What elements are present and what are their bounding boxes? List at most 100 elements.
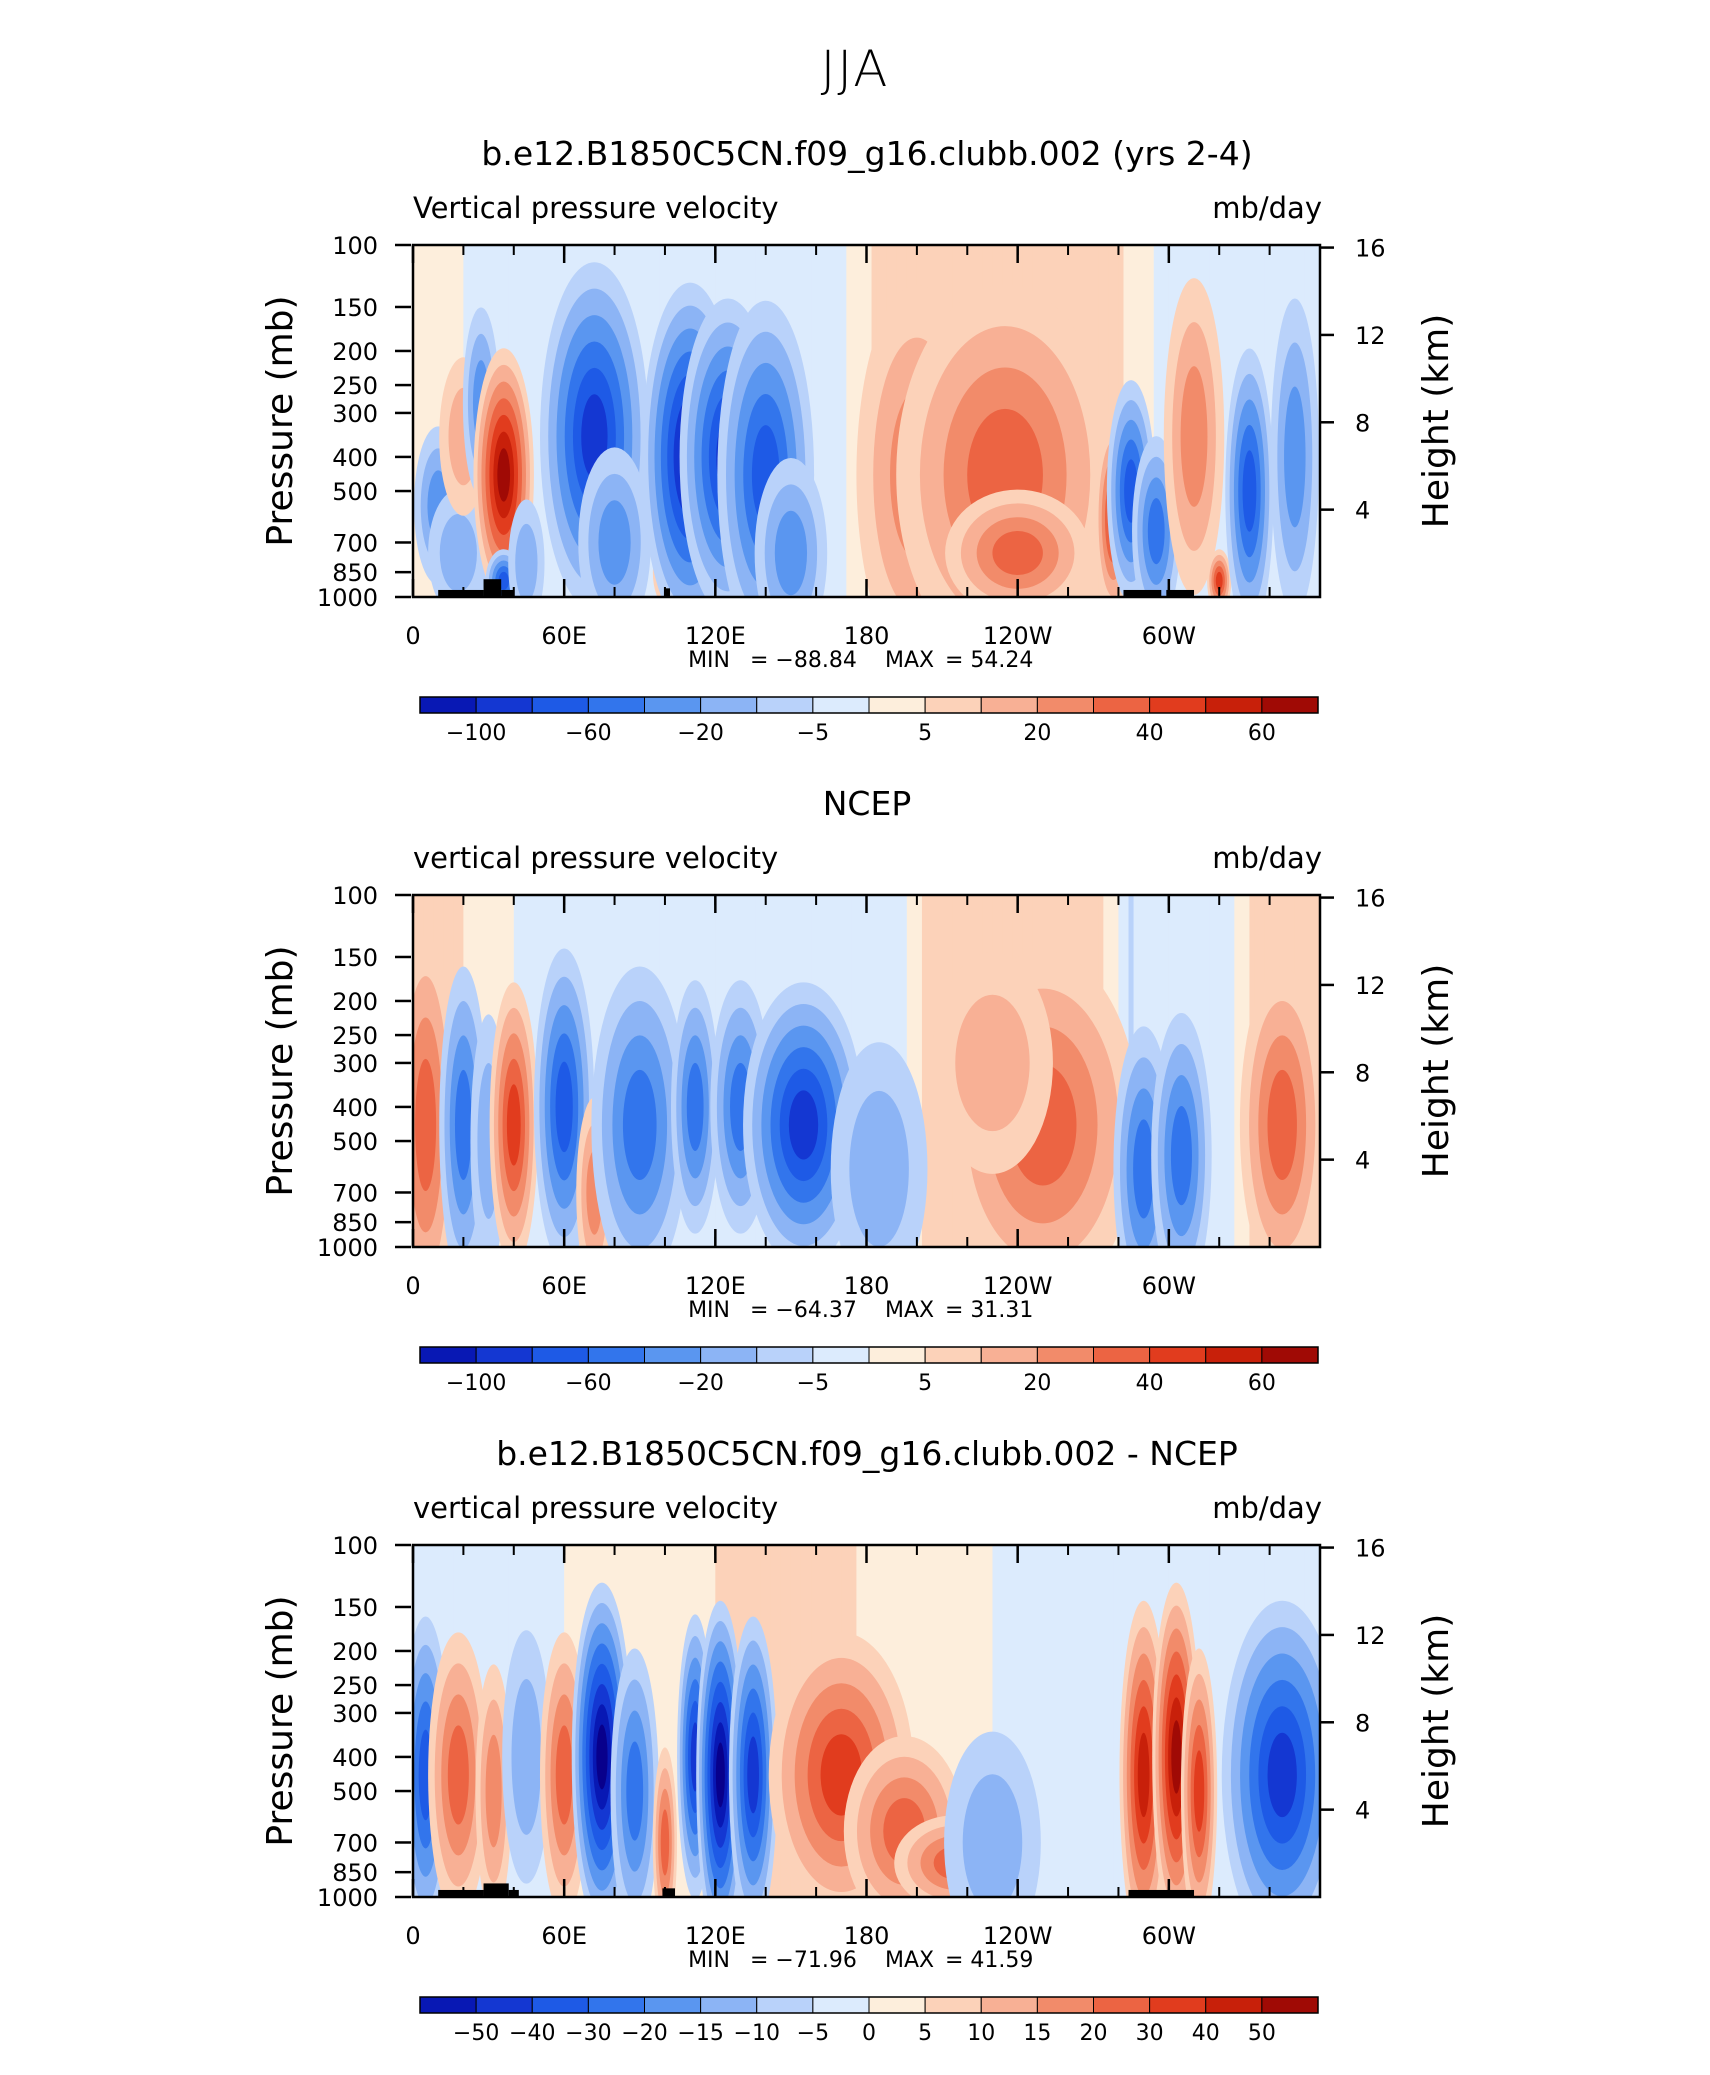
topography <box>483 579 502 597</box>
x-tick-label: 120W <box>983 1922 1053 1950</box>
colorbar-box <box>531 1996 589 2014</box>
field-column <box>1007 1545 1014 1897</box>
colorbar-box <box>812 1996 870 2014</box>
panel-title: b.e12.B1850C5CN.f09_g16.clubb.002 (yrs 2… <box>481 134 1252 173</box>
min-label: MIN <box>688 1298 730 1323</box>
topography <box>501 589 514 597</box>
y-tick-label: 300 <box>332 1700 378 1728</box>
contour-blob <box>747 1736 759 1814</box>
page-title: JJA <box>820 40 890 98</box>
colorbar-tick-label: 50 <box>1248 2021 1276 2046</box>
colorbar-tick-label: 40 <box>1136 721 1164 746</box>
field-column <box>826 245 832 597</box>
contour-blob <box>962 1774 1023 1897</box>
colorbar-box <box>1261 1346 1319 1364</box>
contour-blob <box>447 1725 469 1825</box>
colorbar-box <box>700 1996 758 2014</box>
field-column <box>1017 1545 1024 1897</box>
y-right-axis-title: Height (km) <box>1416 314 1457 528</box>
field-label: Vertical pressure velocity <box>413 191 779 225</box>
y-right-tick-label: 12 <box>1355 1622 1386 1650</box>
y-tick-label: 250 <box>332 1672 378 1700</box>
colorbar-box <box>475 1996 533 2014</box>
field-column <box>841 245 847 597</box>
colorbar-box <box>644 696 702 714</box>
contour-blob <box>1215 571 1223 590</box>
colorbar-box <box>756 1996 814 2014</box>
x-tick-label: 60E <box>541 1922 587 1950</box>
field-column <box>1108 245 1115 597</box>
y-tick-label: 1000 <box>317 1884 378 1912</box>
colorbar-tick-label: 60 <box>1248 1371 1276 1396</box>
y-tick-label: 700 <box>332 1179 378 1207</box>
max-label: MAX <box>885 1298 934 1323</box>
x-tick-label: 180 <box>844 1272 890 1300</box>
y-tick-label: 250 <box>332 372 378 400</box>
x-tick-label: 0 <box>405 1272 420 1300</box>
topography <box>438 1889 484 1897</box>
contour-blob <box>454 1069 472 1181</box>
colorbar-box <box>868 1996 926 2014</box>
contour-blob <box>715 1742 725 1808</box>
colorbar-frame <box>419 1346 1319 1364</box>
field-column <box>831 245 837 597</box>
x-tick-label: 0 <box>405 1922 420 1950</box>
topography <box>664 588 670 597</box>
field-column <box>1032 1545 1039 1897</box>
x-tick-label: 60W <box>1142 622 1196 650</box>
colorbar-tick-label: 20 <box>1023 721 1051 746</box>
y-tick-label: 850 <box>332 1209 378 1237</box>
colorbar-tick-label: −10 <box>734 2021 780 2046</box>
field-column <box>947 1545 953 1897</box>
colorbar-tick-label: −100 <box>446 1371 506 1396</box>
colorbar-box <box>868 1346 926 1364</box>
contour-blob <box>515 523 538 597</box>
colorbar-tick-label: −60 <box>565 1371 611 1396</box>
y-axis-title: Pressure (mb) <box>260 945 301 1196</box>
field-column <box>1088 1545 1094 1897</box>
colorbar-box <box>980 1996 1038 2014</box>
colorbar-box <box>924 1996 982 2014</box>
field-column <box>1098 1545 1104 1897</box>
field-column <box>952 1545 958 1897</box>
panel-ncep: NCEP vertical pressure velocity mb/day 0 60E… <box>260 784 1457 1396</box>
y-tick-label: 250 <box>332 1022 378 1050</box>
field-column <box>1148 245 1155 597</box>
contour-field <box>413 1545 1320 1897</box>
colorbar-box <box>812 1346 870 1364</box>
min-value: = −64.37 <box>750 1298 857 1323</box>
colorbar-box <box>812 696 870 714</box>
colorbar-box <box>475 696 533 714</box>
field-column <box>1239 895 1246 1247</box>
panel-model: b.e12.B1850C5CN.f09_g16.clubb.002 (yrs 2… <box>260 134 1457 746</box>
contour-blob <box>1267 1069 1297 1181</box>
field-column <box>937 1545 943 1897</box>
colorbar-tick-label: −5 <box>797 2021 829 2046</box>
contour-blob <box>788 1090 819 1160</box>
colorbar-box <box>1036 1346 1094 1364</box>
colorbar-tick-label: 5 <box>918 2021 932 2046</box>
field-column <box>997 1545 1004 1897</box>
field-column <box>982 1545 989 1897</box>
contour-blob <box>1284 386 1306 528</box>
colorbar-tick-label: −40 <box>509 2021 555 2046</box>
y-tick-label: 500 <box>332 1778 378 1806</box>
x-tick-label: 0 <box>405 622 420 650</box>
y-right-tick-label: 4 <box>1355 497 1370 525</box>
min-label: MIN <box>688 648 730 673</box>
y-right-tick-label: 16 <box>1355 1535 1386 1563</box>
contour-blob <box>774 510 808 596</box>
contour-blob <box>992 530 1043 576</box>
colorbar-box <box>924 1346 982 1364</box>
field-column <box>1042 1545 1049 1897</box>
colorbar-box <box>587 1996 645 2014</box>
field-column <box>957 1545 963 1897</box>
colorbar-box <box>419 1346 477 1364</box>
contour-blob <box>1147 498 1165 565</box>
y-tick-label: 100 <box>332 882 378 910</box>
y-tick-label: 100 <box>332 232 378 260</box>
contour-blob <box>555 1061 573 1153</box>
colorbar-box <box>1036 1996 1094 2014</box>
field-column <box>967 1545 973 1897</box>
y-tick-label: 700 <box>332 529 378 557</box>
